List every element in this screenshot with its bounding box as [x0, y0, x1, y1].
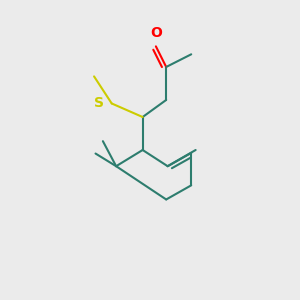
Text: O: O: [150, 26, 162, 40]
Text: S: S: [94, 97, 104, 110]
